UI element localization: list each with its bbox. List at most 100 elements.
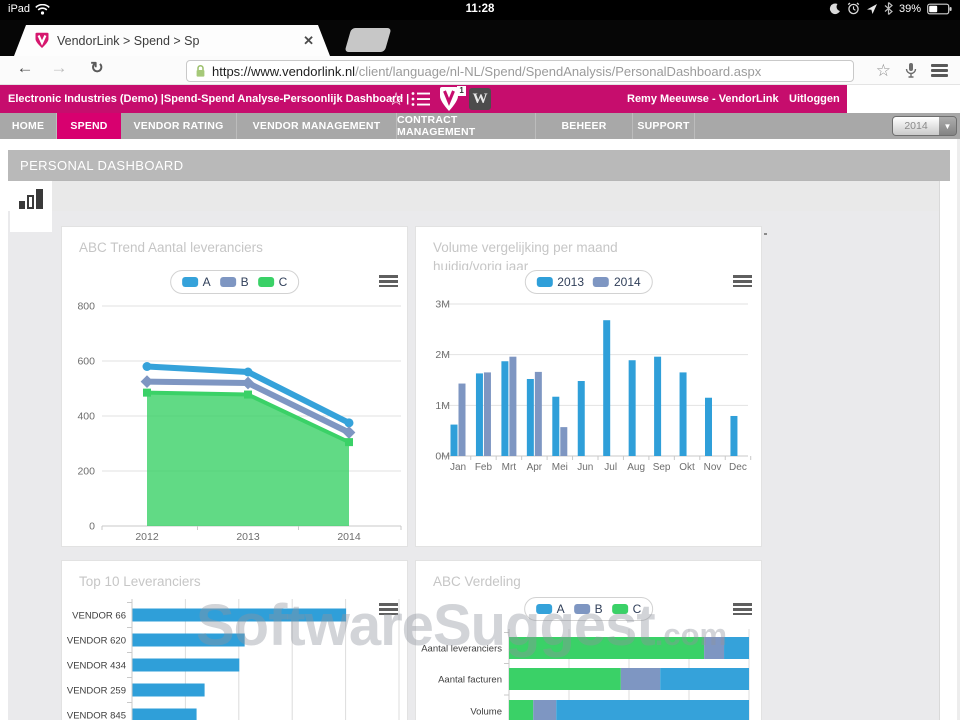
year-dropdown[interactable]: 2014 ▼ [892, 116, 957, 136]
svg-text:0: 0 [89, 521, 95, 533]
legend-item-2013[interactable]: 2013 [536, 275, 584, 289]
abc-verdeling-chart: Aantal leveranciers Aantal facturen Volume [416, 561, 763, 720]
svg-text:2M: 2M [435, 349, 450, 361]
user-account-label[interactable]: Remy Meeuwse - VendorLink [627, 93, 779, 105]
svg-text:Apr: Apr [527, 462, 543, 473]
svg-text:Okt: Okt [679, 462, 695, 473]
svg-text:1M: 1M [435, 400, 450, 412]
nav-item-vendor-rating[interactable]: VENDOR RATING [121, 113, 237, 139]
moon-icon [829, 2, 840, 14]
svg-text:600: 600 [77, 356, 95, 368]
svg-text:2014: 2014 [337, 531, 361, 543]
mic-icon[interactable] [905, 62, 917, 79]
status-bar: iPad 11:28 39% [0, 0, 960, 20]
edge-strip [957, 139, 960, 720]
svg-text:Jul: Jul [604, 462, 617, 473]
logout-link[interactable]: Uitloggen [789, 93, 840, 105]
reload-button[interactable]: ↻ [90, 60, 104, 77]
nav-item-home[interactable]: HOME [0, 113, 57, 139]
panel-top10: Top 10 Leveranciers VENDOR 66 VENDOR 620 V… [61, 560, 408, 720]
bar-chart-icon [19, 189, 43, 209]
url-host: https://www.vendorlink.nl [212, 63, 356, 79]
dashboard-toolbar [52, 181, 939, 211]
back-button[interactable]: ← [16, 58, 34, 77]
wifi-icon [35, 3, 50, 15]
chart-menu-icon[interactable] [733, 273, 752, 290]
nav-item-support[interactable]: SUPPORT [633, 113, 695, 139]
svg-text:Mei: Mei [552, 462, 568, 473]
legend-item-B[interactable]: B [573, 602, 603, 616]
legend-item-B[interactable]: B [219, 275, 249, 289]
vendorlink-logo[interactable]: 1 [438, 86, 467, 112]
browser-menu-icon[interactable] [931, 62, 948, 79]
address-bar[interactable]: https://www.vendorlink.nl/client/languag… [186, 60, 854, 82]
chart-menu-icon[interactable] [379, 601, 398, 618]
volume-chart: 0M 1M 2M 3M Jan Feb Mrt Apr Mei Jun Jul Aug Sep Okt No… [416, 227, 763, 553]
svg-text:2013: 2013 [236, 531, 260, 543]
legend-item-2014[interactable]: 2014 [593, 275, 641, 289]
url-path: /client/language/nl-NL/Spend/SpendAnalys… [355, 63, 762, 79]
app-bar-spacer [847, 85, 960, 113]
abc-trend-chart: 0 200 400 600 800 2012 2013 2014 [62, 227, 409, 553]
svg-text:Mrt: Mrt [502, 462, 517, 473]
svg-text:VENDOR 845: VENDOR 845 [67, 711, 126, 720]
nav-item-spend[interactable]: SPEND [57, 113, 121, 139]
chart-menu-icon[interactable] [733, 601, 752, 618]
favorite-star-icon[interactable]: ☆ [388, 89, 405, 109]
year-value: 2014 [893, 117, 939, 135]
svg-text:800: 800 [77, 301, 95, 313]
w-badge-icon: W [469, 88, 492, 110]
tab-strip: VendorLink > Spend > Sp ✕ [0, 20, 960, 56]
bookmark-star-icon[interactable]: ☆ [875, 60, 891, 80]
svg-text:3M: 3M [435, 299, 450, 311]
svg-text:Feb: Feb [475, 462, 493, 473]
artifact-dot [764, 233, 767, 235]
legend-item-A[interactable]: A [535, 602, 565, 616]
svg-text:Nov: Nov [704, 462, 722, 473]
legend-item-C[interactable]: C [257, 275, 287, 289]
svg-text:VENDOR 434: VENDOR 434 [67, 661, 126, 672]
page-title: PERSONAL DASHBOARD [8, 150, 950, 181]
chart-menu-icon[interactable] [379, 273, 398, 290]
chart-title: ABC Verdeling [433, 574, 521, 589]
panel-volume-comparison: Volume vergelijking per maand huidig/vor… [415, 226, 762, 547]
scrollbar-gutter[interactable] [939, 181, 957, 720]
svg-text:Aug: Aug [627, 462, 645, 473]
svg-text:Dec: Dec [729, 462, 747, 473]
breadcrumb: Electronic Industries (Demo) |Spend-Spen… [8, 93, 410, 105]
forward-button[interactable]: → [50, 58, 68, 77]
svg-text:0M: 0M [435, 451, 450, 463]
list-icon[interactable] [411, 90, 431, 108]
svg-text:Volume: Volume [470, 707, 502, 718]
svg-text:VENDOR 259: VENDOR 259 [67, 686, 126, 697]
nav-item-vendor-management[interactable]: VENDOR MANAGEMENT [237, 113, 397, 139]
legend-item-C[interactable]: C [611, 602, 641, 616]
legend-volume: 2013 2014 [524, 270, 653, 294]
browser-tab[interactable]: VendorLink > Spend > Sp ✕ [14, 25, 330, 56]
nav-item-contract-management[interactable]: CONTRACT MANAGEMENT [397, 113, 536, 139]
main-nav: HOME SPEND VENDOR RATING VENDOR MANAGEMENT C… [0, 113, 960, 139]
svg-text:Aantal leveranciers: Aantal leveranciers [421, 644, 502, 655]
bluetooth-icon [884, 2, 893, 15]
vendorlink-app-bar: Electronic Industries (Demo) |Spend-Spen… [0, 85, 847, 113]
nav-item-beheer[interactable]: BEHEER [536, 113, 633, 139]
browser-toolbar: ← → ↻ https://www.vendorlink.nl/client/l… [0, 56, 960, 85]
carrier-label: iPad [8, 3, 31, 15]
svg-text:2012: 2012 [135, 531, 159, 543]
vendorlink-favicon [34, 32, 50, 49]
new-tab-button[interactable] [344, 28, 392, 52]
clock-label: 11:28 [465, 3, 495, 15]
tab-title: VendorLink > Spend > Sp [57, 33, 200, 48]
battery-percent-label: 39% [898, 2, 921, 15]
legend-item-A[interactable]: A [181, 275, 211, 289]
chart-view-tab[interactable] [10, 181, 52, 232]
svg-text:Sep: Sep [653, 462, 671, 473]
svg-text:200: 200 [77, 466, 95, 478]
tab-close-icon[interactable]: ✕ [303, 32, 314, 48]
svg-text:VENDOR 620: VENDOR 620 [67, 636, 126, 647]
